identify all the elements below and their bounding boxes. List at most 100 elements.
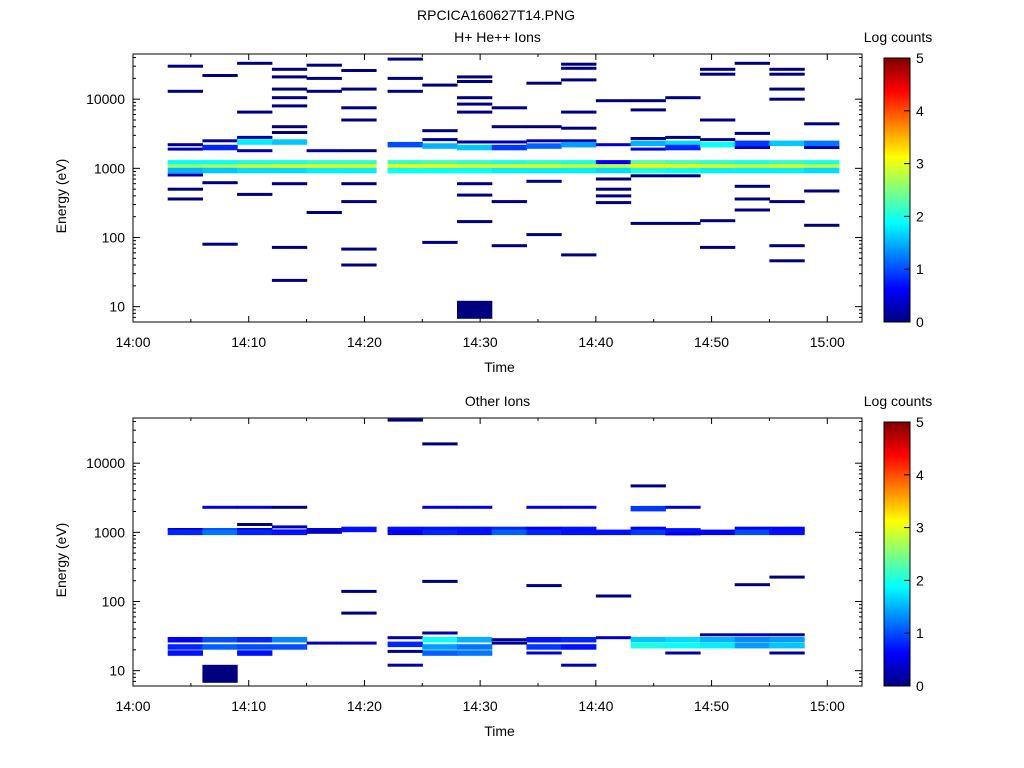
heatmap-cell [202, 505, 238, 509]
heatmap-cell [665, 160, 701, 166]
heatmap-cell [595, 201, 632, 205]
heatmap-cell [387, 529, 423, 536]
x-tick-label: 14:40 [578, 334, 613, 350]
x-tick-label: 14:30 [463, 334, 498, 350]
heatmap-cell [387, 89, 423, 93]
panel-title: Other Ions [465, 393, 530, 409]
heatmap-cell [630, 484, 666, 488]
heatmap-cell [804, 160, 840, 166]
heatmap-cell [422, 143, 458, 149]
heatmap-cell [271, 131, 308, 134]
heatmap-cell [561, 66, 597, 70]
heatmap-cell [491, 164, 527, 170]
heatmap-cell [804, 140, 840, 147]
heatmap-cell [457, 96, 493, 100]
x-tick-label: 14:10 [231, 334, 266, 350]
heatmap-cell [202, 167, 238, 174]
heatmap-cell [457, 637, 493, 643]
heatmap-cell [387, 526, 423, 533]
heatmap-cell [271, 182, 308, 186]
heatmap-cell [734, 529, 770, 536]
heatmap-cell [237, 505, 273, 509]
heatmap-cell [561, 663, 597, 667]
heatmap-cell [237, 110, 273, 114]
heatmap-cell [167, 143, 203, 147]
heatmap-cell [491, 244, 527, 248]
heatmap-cell [734, 637, 770, 643]
colorbar-tick-label: 2 [916, 208, 924, 224]
heatmap-cell [491, 641, 527, 645]
colorbar-tick-label: 1 [916, 261, 924, 277]
heatmap-cell [202, 181, 238, 185]
heatmap-cell [700, 637, 736, 643]
heatmap-cell [167, 528, 203, 531]
heatmap-cell [665, 140, 701, 147]
heatmap-cell [700, 642, 736, 649]
heatmap-cell [341, 149, 377, 153]
heatmap-cell [271, 75, 308, 79]
heatmap-cell [595, 594, 632, 598]
heatmap-cell [595, 194, 632, 198]
heatmap-cell [630, 137, 666, 140]
heatmap-cell [734, 131, 770, 135]
heatmap-cell [769, 651, 805, 655]
y-tick-label: 1000 [94, 160, 125, 176]
heatmap-cell [595, 177, 632, 181]
heatmap-cell [665, 167, 701, 174]
heatmap-cell [341, 182, 377, 186]
heatmap-cell [734, 526, 770, 533]
heatmap-cell [341, 247, 377, 251]
y-tick-label: 100 [102, 593, 126, 609]
y-tick-label: 10 [109, 299, 125, 315]
heatmap-cell [341, 164, 377, 170]
heatmap-cell [341, 611, 377, 615]
heatmap-cell [341, 641, 377, 645]
x-tick-label: 14:00 [115, 698, 150, 714]
heatmap-cell [271, 167, 308, 174]
heatmap-cell [341, 118, 377, 122]
colorbar-tick-label: 0 [916, 678, 924, 694]
heatmap-cell [561, 505, 597, 509]
colorbar: 0 1 2 3 4 5 Log counts [864, 393, 933, 694]
heatmap-cell [457, 75, 493, 79]
heatmap-cell [457, 300, 493, 319]
x-tick-label: 14:20 [347, 698, 382, 714]
heatmap-cell [769, 642, 805, 649]
heatmap-cell [769, 140, 805, 147]
heatmap-cell [665, 637, 701, 643]
heatmap-cell [491, 125, 527, 129]
heatmap-cell [526, 584, 562, 588]
colorbar-tick-label: 3 [916, 520, 924, 536]
heatmap-cell [665, 144, 701, 151]
heatmap-cell [526, 526, 562, 533]
x-tick-label: 14:30 [463, 698, 498, 714]
heatmap-panel-1: 14:00 14:10 14:20 14:30 14:40 14:50 15:0010100… [53, 29, 932, 375]
heatmap-cell [167, 167, 203, 174]
heatmap-cell [422, 579, 458, 583]
heatmap-cell [769, 637, 805, 643]
heatmap-cell [237, 135, 273, 139]
heatmap-cell [491, 144, 527, 151]
heatmap-cell [734, 167, 770, 174]
heatmap-cell [457, 80, 493, 83]
heatmap-cell [202, 160, 238, 166]
colorbar-gradient [883, 57, 911, 323]
heatmap-cell [202, 664, 238, 683]
colorbar-tick-label: 5 [916, 414, 924, 430]
heatmap-cell [422, 644, 458, 650]
heatmap-cell [804, 223, 840, 227]
heatmap-cell [700, 118, 736, 122]
heatmap-cell [769, 164, 805, 170]
heatmap-cell [526, 233, 562, 237]
x-tick-label: 14:10 [231, 698, 266, 714]
heatmap-cell [457, 182, 493, 186]
heatmap-cell [387, 141, 423, 148]
heatmap-cell [526, 179, 562, 183]
heatmap-cell [561, 529, 597, 536]
heatmap-cell [422, 240, 458, 244]
heatmap-cell [630, 642, 666, 649]
heatmap-cell [595, 143, 632, 147]
heatmap-cell [306, 160, 342, 166]
heatmap-cell [595, 529, 632, 536]
heatmap-cell [271, 278, 308, 282]
